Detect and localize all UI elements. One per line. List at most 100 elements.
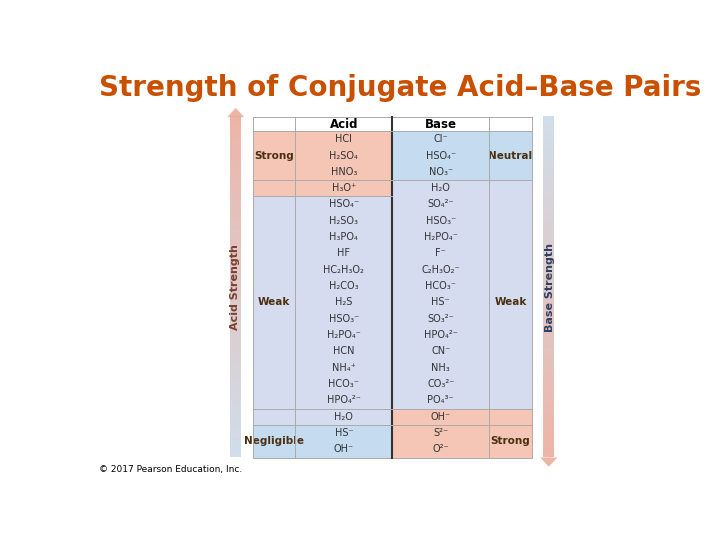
- Bar: [489, 164, 532, 180]
- Bar: [489, 327, 532, 343]
- Text: H₂PO₄⁻: H₂PO₄⁻: [424, 232, 458, 242]
- Text: HF: HF: [337, 248, 351, 259]
- Bar: [253, 425, 295, 441]
- Text: S²⁻: S²⁻: [433, 428, 449, 438]
- Text: SO₃²⁻: SO₃²⁻: [427, 314, 454, 324]
- Bar: [489, 425, 532, 457]
- Bar: [392, 327, 489, 343]
- Bar: [253, 197, 295, 409]
- Bar: [295, 117, 392, 131]
- Bar: [253, 360, 295, 376]
- Text: H₂SO₃: H₂SO₃: [329, 216, 359, 226]
- Text: HC₂H₃O₂: HC₂H₃O₂: [323, 265, 364, 275]
- Text: HPO₄²⁻: HPO₄²⁻: [327, 395, 361, 406]
- Text: CN⁻: CN⁻: [431, 346, 450, 356]
- Text: NH₄⁺: NH₄⁺: [332, 363, 356, 373]
- Bar: [489, 213, 532, 229]
- Text: OH⁻: OH⁻: [334, 444, 354, 454]
- Text: H₃O⁺: H₃O⁺: [332, 183, 356, 193]
- Text: C₂H₃O₂⁻: C₂H₃O₂⁻: [421, 265, 460, 275]
- Text: HS⁻: HS⁻: [431, 298, 450, 307]
- Bar: [253, 197, 295, 213]
- Bar: [392, 213, 489, 229]
- Bar: [253, 180, 295, 197]
- Bar: [253, 229, 295, 245]
- Bar: [489, 441, 532, 457]
- Text: H₂S: H₂S: [335, 298, 353, 307]
- Bar: [392, 147, 489, 164]
- Bar: [392, 245, 489, 261]
- Text: HCO₃⁻: HCO₃⁻: [328, 379, 359, 389]
- Text: Neutral: Neutral: [488, 151, 533, 160]
- Bar: [253, 131, 295, 180]
- Bar: [489, 392, 532, 409]
- Bar: [253, 131, 295, 147]
- Bar: [392, 441, 489, 457]
- Polygon shape: [540, 457, 557, 467]
- Bar: [392, 360, 489, 376]
- Bar: [253, 245, 295, 261]
- Bar: [295, 327, 392, 343]
- Bar: [253, 294, 295, 310]
- Bar: [295, 164, 392, 180]
- Bar: [392, 278, 489, 294]
- Bar: [392, 164, 489, 180]
- Bar: [295, 213, 392, 229]
- Bar: [295, 147, 392, 164]
- Text: CO₃²⁻: CO₃²⁻: [427, 379, 454, 389]
- Bar: [253, 425, 295, 457]
- Bar: [295, 197, 392, 213]
- Bar: [295, 409, 392, 425]
- Text: Base: Base: [425, 118, 456, 131]
- Bar: [392, 392, 489, 409]
- Bar: [392, 229, 489, 245]
- Bar: [295, 261, 392, 278]
- Bar: [295, 441, 392, 457]
- Text: H₂O: H₂O: [431, 183, 450, 193]
- Text: SO₄²⁻: SO₄²⁻: [428, 199, 454, 210]
- Text: PO₄³⁻: PO₄³⁻: [428, 395, 454, 406]
- Bar: [253, 310, 295, 327]
- Bar: [253, 213, 295, 229]
- Bar: [295, 392, 392, 409]
- Text: NO₃⁻: NO₃⁻: [428, 167, 453, 177]
- Bar: [253, 164, 295, 180]
- Bar: [253, 343, 295, 360]
- Text: H₂SO₄: H₂SO₄: [329, 151, 359, 160]
- Bar: [489, 360, 532, 376]
- Bar: [295, 376, 392, 392]
- Bar: [392, 409, 489, 425]
- Text: Strength of Conjugate Acid–Base Pairs: Strength of Conjugate Acid–Base Pairs: [99, 74, 702, 102]
- Text: NH₃: NH₃: [431, 363, 450, 373]
- Bar: [489, 147, 532, 164]
- Bar: [489, 278, 532, 294]
- Bar: [253, 278, 295, 294]
- Bar: [295, 310, 392, 327]
- Text: OH⁻: OH⁻: [431, 411, 451, 422]
- Bar: [295, 425, 392, 441]
- Bar: [489, 261, 532, 278]
- Bar: [392, 180, 489, 197]
- Text: H₂O: H₂O: [334, 411, 354, 422]
- Bar: [489, 131, 532, 147]
- Bar: [253, 409, 295, 425]
- Text: HSO₃⁻: HSO₃⁻: [426, 216, 456, 226]
- Text: HS⁻: HS⁻: [335, 428, 353, 438]
- Bar: [392, 376, 489, 392]
- Text: Weak: Weak: [258, 298, 290, 307]
- Polygon shape: [228, 108, 244, 117]
- Bar: [489, 310, 532, 327]
- Bar: [489, 245, 532, 261]
- Bar: [295, 360, 392, 376]
- Text: F⁻: F⁻: [436, 248, 446, 259]
- Bar: [489, 180, 532, 197]
- Text: HPO₄²⁻: HPO₄²⁻: [424, 330, 458, 340]
- Text: HNO₃: HNO₃: [330, 167, 357, 177]
- Bar: [295, 180, 392, 197]
- Bar: [392, 343, 489, 360]
- Bar: [295, 278, 392, 294]
- Text: HSO₄⁻: HSO₄⁻: [426, 151, 456, 160]
- Bar: [295, 229, 392, 245]
- Text: Base Strength: Base Strength: [544, 243, 554, 332]
- Text: HCN: HCN: [333, 346, 354, 356]
